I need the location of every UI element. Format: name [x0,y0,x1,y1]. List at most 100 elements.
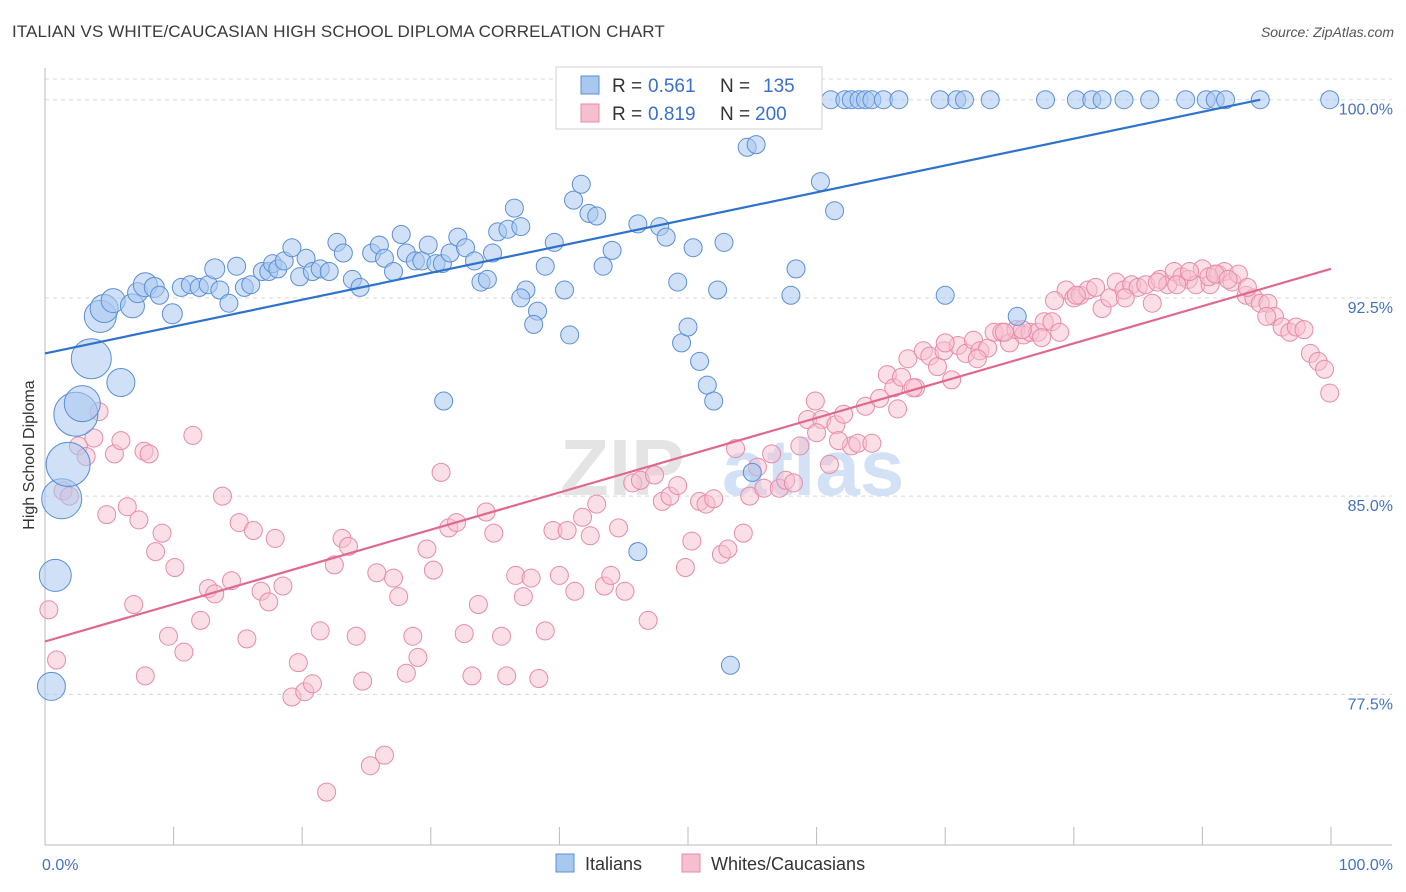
point-italians [375,248,395,268]
point-italians [210,280,230,300]
point-whites-caucasians [535,621,555,641]
point-whites-caucasians [317,782,337,802]
point-whites-caucasians [1142,293,1162,313]
grid-lines [45,78,1392,695]
point-italians [672,333,692,353]
point-whites-caucasians [39,600,59,620]
point-whites-caucasians [828,431,848,451]
point-italians [161,303,183,325]
point-italians [742,462,762,482]
series-italians [36,90,1340,701]
point-whites-caucasians [111,431,131,451]
point-italians [456,238,476,258]
point-italians [535,256,555,276]
point-whites-caucasians [807,423,827,443]
point-italians [477,269,497,289]
trend-lines [44,98,1332,643]
point-whites-caucasians [733,523,753,543]
point-italians [333,243,353,263]
point-whites-caucasians [521,568,541,588]
point-italians [483,243,503,263]
point-whites-caucasians [353,671,373,691]
point-whites-caucasians [513,587,533,607]
point-whites-caucasians [506,565,526,585]
point-whites-caucasians [1294,320,1314,340]
point-whites-caucasians [146,542,166,562]
point-whites-caucasians [273,576,293,596]
point-whites-caucasians [862,433,882,453]
legend-swatch-whites [580,103,600,123]
point-whites-caucasians [704,489,724,509]
point-italians [391,225,411,244]
point-italians [319,262,339,281]
y-axis-title: High School Diploma [21,380,38,530]
point-whites-caucasians [1218,269,1238,289]
y-tick-label: 77.5% [1348,696,1393,713]
y-tick-label: 100.0% [1339,102,1393,119]
point-italians [465,251,485,271]
point-italians [204,258,226,280]
axes [44,68,1392,846]
point-whites-caucasians [638,610,658,630]
point-whites-caucasians [191,610,211,630]
point-italians [930,90,950,110]
point-whites-caucasians [529,669,549,688]
point-italians [1114,90,1134,110]
point-whites-caucasians [615,581,635,601]
point-italians [714,232,734,252]
point-whites-caucasians [212,486,232,506]
point-whites-caucasians [805,391,825,411]
point-italians [980,90,1000,110]
point-whites-caucasians [139,444,159,464]
legend-r-value-whites: 0.819 [648,104,696,125]
point-whites-caucasians [484,523,504,543]
point-whites-caucasians [408,647,428,667]
point-whites-caucasians [360,756,380,776]
point-whites-caucasians [1032,328,1052,348]
point-whites-caucasians [549,565,569,585]
point-whites-caucasians [237,629,257,649]
point-italians [219,293,239,313]
bottom-legend: Italians Whites/Caucasians [555,853,865,874]
point-whites-caucasians [718,539,738,559]
point-italians [697,375,717,395]
source-credit: Source: ZipAtlas.com [1260,24,1394,40]
point-whites-caucasians [580,526,600,546]
point-whites-caucasians [389,587,409,607]
point-whites-caucasians [762,444,782,464]
point-whites-caucasians [870,388,890,408]
point-italians [38,558,72,592]
point-whites-caucasians [557,521,577,540]
legend-swatch-italians [580,75,600,95]
point-whites-caucasians [609,518,629,538]
x-tick-label-min: 0.0% [42,857,78,874]
point-italians [564,190,584,210]
legend-box [555,66,823,130]
point-italians [1092,90,1112,110]
point-italians [720,655,740,675]
legend-n-label-italians: N = [720,76,750,97]
point-italians [1140,90,1160,110]
point-italians [384,262,404,281]
point-whites-caucasians [1050,322,1070,342]
point-whites-caucasians [675,558,695,577]
point-italians [106,368,136,397]
point-whites-caucasians [1320,383,1340,403]
legend-n-value-whites: 200 [755,104,787,125]
point-italians [241,275,261,295]
y-tick-label: 92.5% [1348,300,1393,317]
point-italians [227,256,247,276]
point-whites-caucasians [1315,359,1335,379]
point-italians [889,90,909,110]
point-whites-caucasians [152,523,172,543]
point-italians [45,441,91,487]
point-whites-caucasians [1180,262,1200,281]
point-whites-caucasians [994,322,1014,342]
point-italians [36,671,66,701]
point-italians [1176,90,1196,110]
bottom-legend-label-whites: Whites/Caucasians [711,854,865,874]
point-whites-caucasians [396,663,416,683]
point-italians [810,172,830,192]
point-italians [781,285,801,305]
point-whites-caucasians [1147,272,1167,292]
